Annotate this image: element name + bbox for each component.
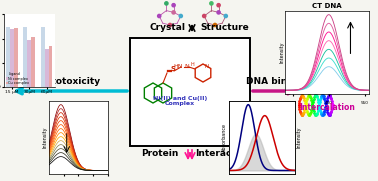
Text: N: N (205, 64, 209, 70)
Text: HN: HN (173, 64, 183, 68)
Y-axis label: Intensity: Intensity (279, 42, 284, 63)
Text: DNA binding: DNA binding (246, 77, 310, 85)
Bar (10, 29, 14, 87)
Circle shape (168, 23, 172, 27)
Circle shape (172, 11, 175, 14)
Text: S: S (170, 66, 175, 72)
Bar (48, 46, 53, 87)
Text: Structure: Structure (200, 24, 249, 33)
Text: N: N (184, 64, 189, 68)
Title: CT DNA: CT DNA (312, 3, 342, 9)
Circle shape (172, 4, 175, 7)
Bar (45, 49, 48, 87)
Bar (40, 27, 45, 87)
Circle shape (165, 2, 168, 5)
Circle shape (203, 14, 206, 18)
Bar (23, 27, 27, 87)
Circle shape (210, 2, 213, 5)
Text: Interaction: Interaction (195, 150, 251, 159)
Circle shape (179, 14, 183, 18)
Text: Protein: Protein (141, 150, 178, 159)
Circle shape (217, 4, 220, 7)
Text: Crystal: Crystal (149, 24, 185, 33)
Bar (31, 37, 35, 87)
Circle shape (158, 14, 161, 18)
Y-axis label: Absorbance: Absorbance (222, 123, 227, 152)
Y-axis label: Intensity: Intensity (296, 127, 301, 148)
Legend: Ligand, Ni complex, Cu complex: Ligand, Ni complex, Cu complex (6, 72, 29, 85)
Bar (27, 40, 31, 87)
Circle shape (213, 23, 217, 27)
Bar (6, 27, 10, 87)
Bar (14, 28, 18, 87)
Text: Intercalation: Intercalation (299, 103, 355, 112)
Circle shape (217, 11, 220, 14)
Bar (130, 38, 250, 146)
Text: Cytotoxicity: Cytotoxicity (39, 77, 101, 85)
Text: H: H (190, 62, 194, 66)
Y-axis label: Intensity: Intensity (43, 127, 48, 148)
Text: Ni(II) and Cu(II)
Complex: Ni(II) and Cu(II) Complex (153, 96, 207, 106)
Circle shape (224, 14, 228, 18)
